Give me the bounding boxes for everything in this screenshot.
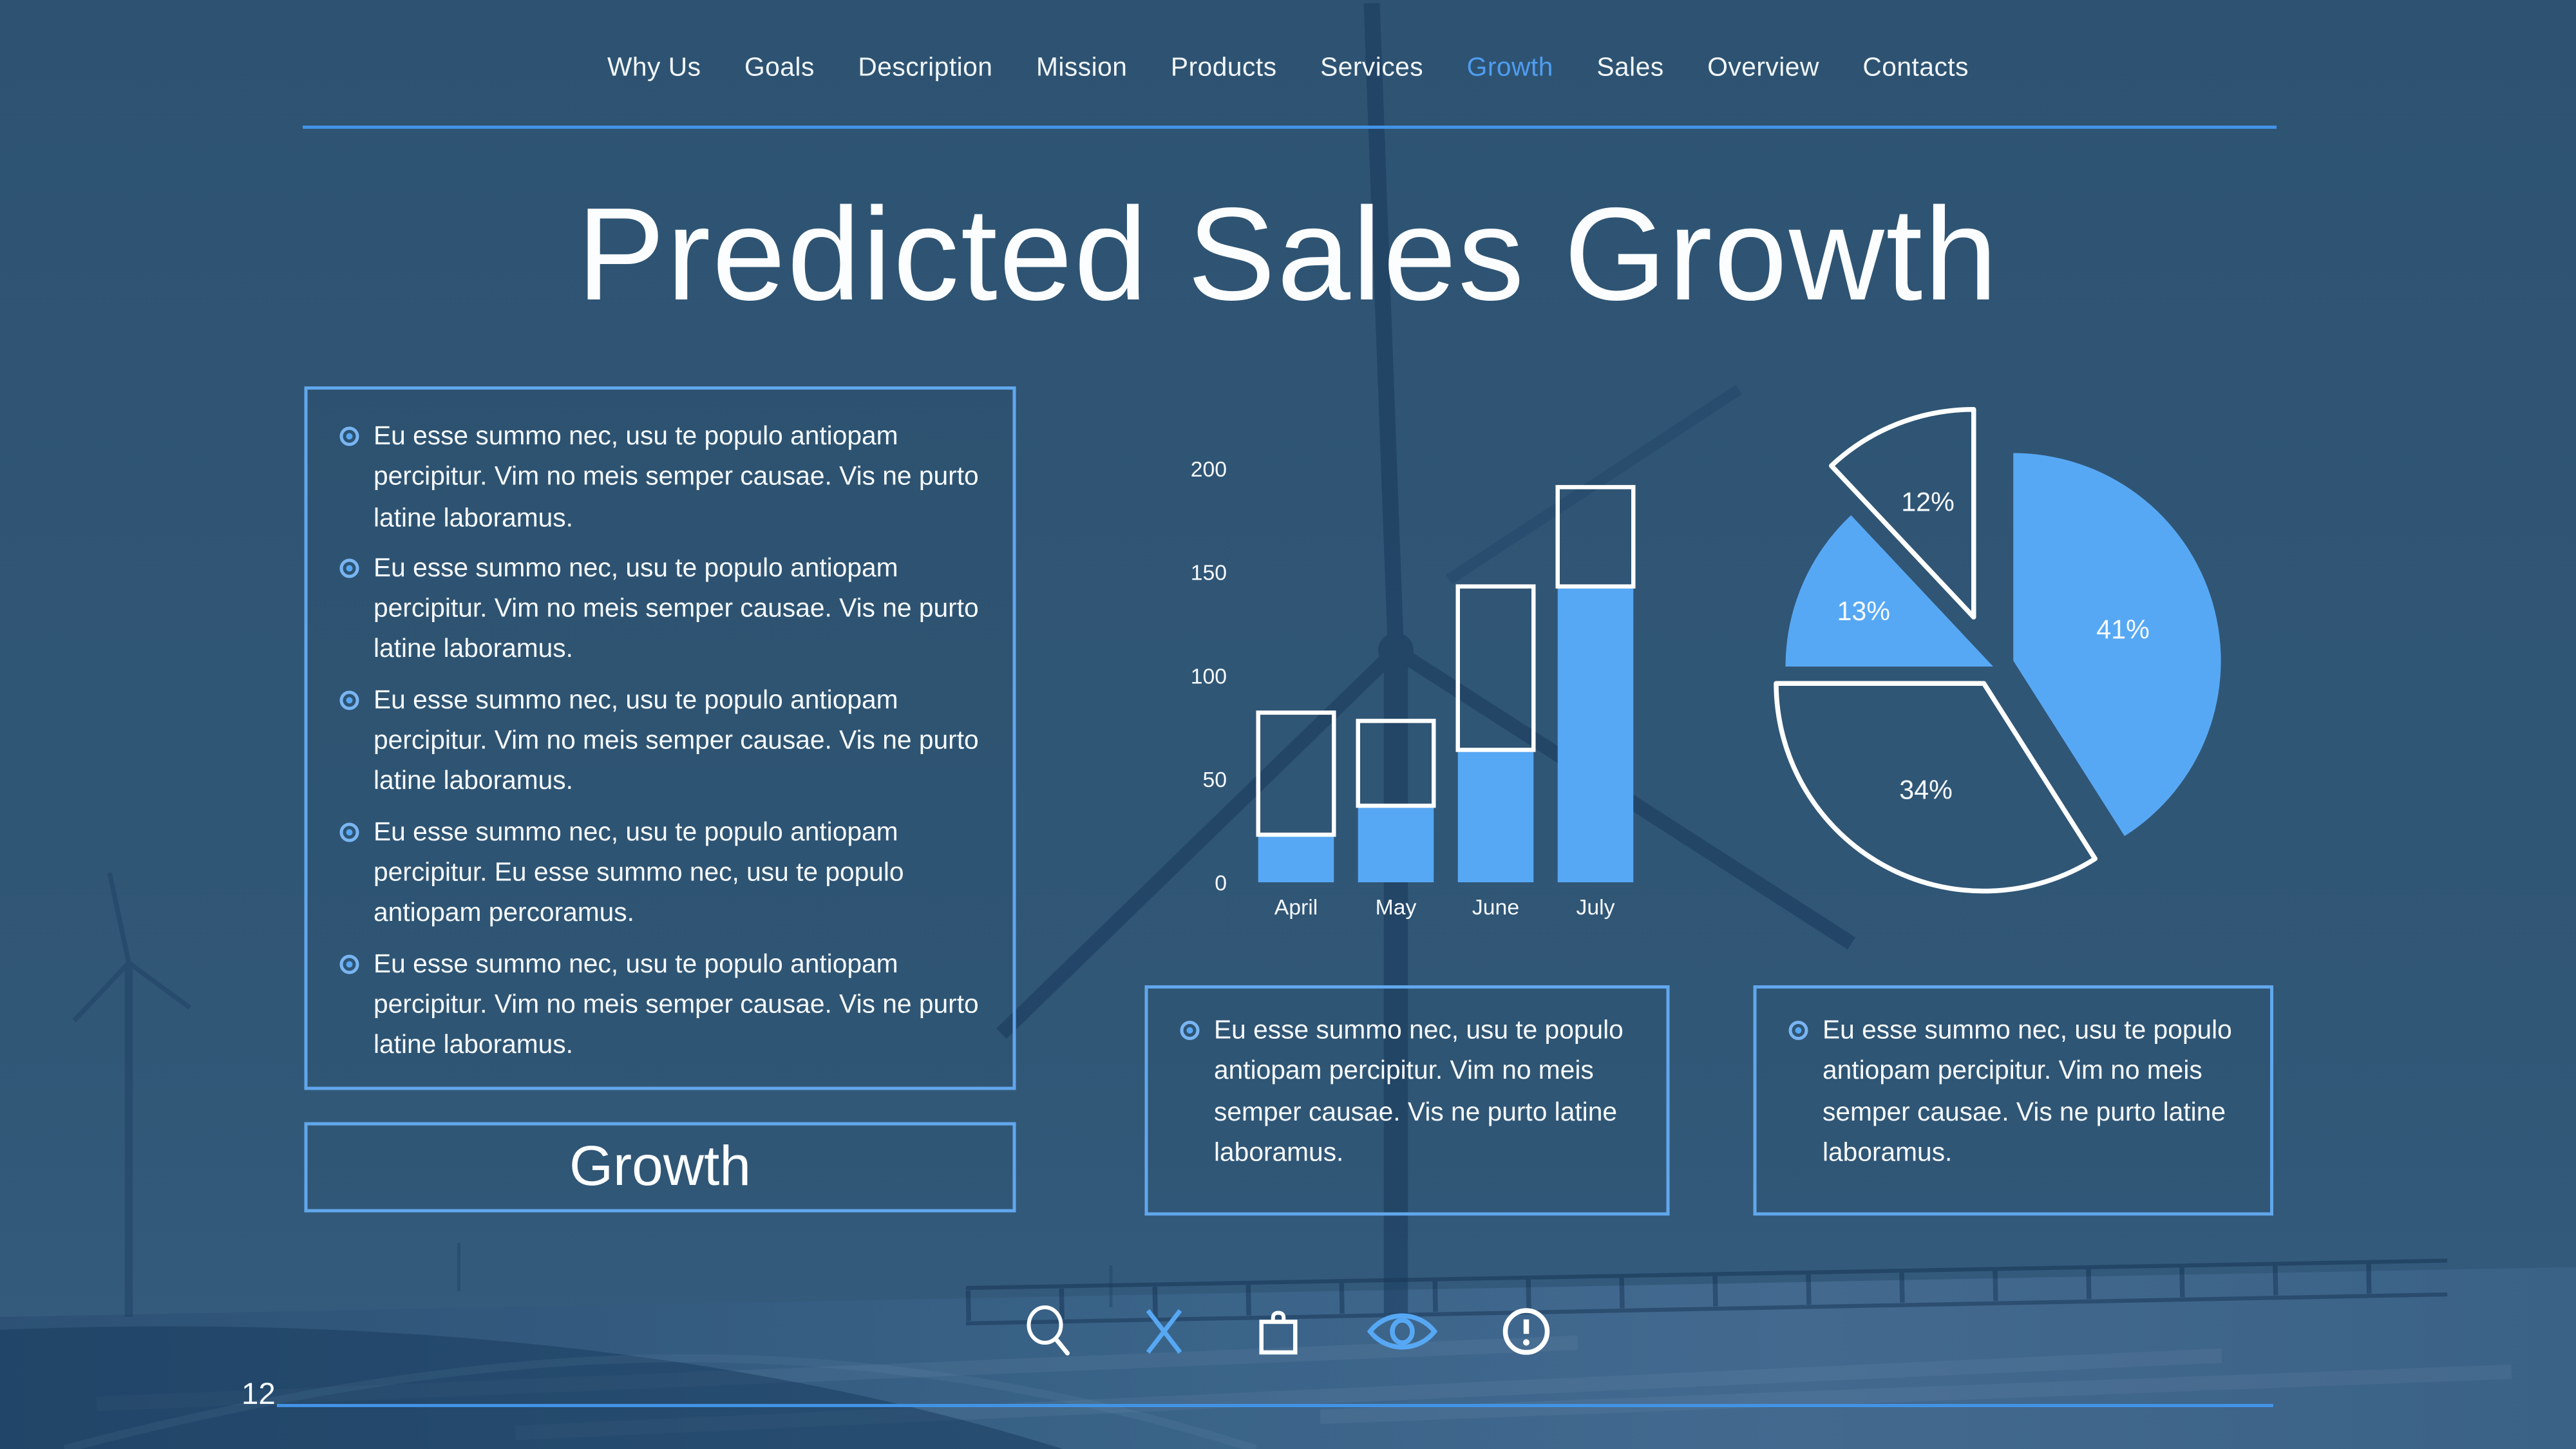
nav-item-mission[interactable]: Mission [1036, 53, 1128, 82]
alert-icon[interactable] [1499, 1304, 1554, 1359]
bullet-text: Eu esse summo nec, usu te populo antiopa… [374, 553, 979, 665]
growth-box: Growth [304, 1122, 1016, 1213]
nav-item-why-us[interactable]: Why Us [607, 53, 701, 82]
nav-item-contacts[interactable]: Contacts [1862, 53, 1969, 82]
bullet-text: Eu esse summo nec, usu te populo antiopa… [374, 422, 979, 533]
nav-item-products[interactable]: Products [1170, 53, 1277, 82]
bullet-icon-core [346, 565, 353, 572]
bullet-text: Eu esse summo nec, usu te populo antiopa… [374, 949, 979, 1060]
pie-chart: 41% 34% 13% 12% [1774, 406, 2221, 894]
close-icon[interactable] [1137, 1304, 1191, 1359]
list-item: Eu esse summo nec, usu te populo antiopa… [339, 681, 984, 803]
list-item: Eu esse summo nec, usu te populo antiopa… [339, 944, 984, 1066]
y-tick-label: 150 [1191, 561, 1227, 585]
turbine-hub [1378, 632, 1414, 668]
y-tick-label: 200 [1191, 457, 1227, 482]
nav-item-growth[interactable]: Growth [1466, 53, 1553, 82]
pie-slice-label: 41% [2096, 615, 2150, 645]
page-number: 12 [242, 1378, 276, 1412]
turbine-blade-up [1363, 3, 1404, 651]
nav-item-sales[interactable]: Sales [1596, 53, 1664, 82]
pie-slice-label: 13% [1837, 596, 1890, 626]
bar-july-predicted [1555, 485, 1636, 589]
summary-box-2: Eu esse summo nec, usu te populo antiopa… [1753, 985, 2273, 1216]
bullet-icon-core [346, 828, 353, 835]
bar-july-actual [1557, 586, 1634, 882]
nav-item-description[interactable]: Description [858, 53, 993, 82]
pie-slice-41% [2013, 453, 2221, 837]
list-item: Eu esse summo nec, usu te populo antiopa… [339, 417, 984, 540]
left-bullet-list: Eu esse summo nec, usu te populo antiopa… [339, 417, 984, 1067]
y-tick-label: 50 [1202, 768, 1227, 792]
dyke-road-edge [63, 1354, 1257, 1449]
bar-april-actual [1258, 835, 1334, 882]
bar-june-actual [1457, 750, 1534, 882]
main-nav: Why Us Goals Description Mission Products Ser… [0, 53, 2576, 84]
bullet-text: Eu esse summo nec, usu te populo antiopa… [1823, 1016, 2232, 1168]
footer-line [277, 1404, 2273, 1407]
summary-box-1: Eu esse summo nec, usu te populo antiopa… [1144, 985, 1670, 1216]
bullet-icon [339, 558, 359, 578]
bullet-icon-core [346, 696, 353, 703]
x-tick-label: April [1274, 895, 1318, 920]
bar-may-actual [1358, 806, 1434, 882]
nav-underline [303, 126, 2277, 129]
bullet-text: Eu esse summo nec, usu te populo antiopa… [1214, 1016, 1624, 1168]
bullet-icon [339, 690, 359, 710]
bag-icon[interactable] [1251, 1304, 1306, 1359]
bullet-icon-core [346, 960, 353, 967]
bar-may-predicted [1356, 719, 1436, 808]
list-item: Eu esse summo nec, usu te populo antiopa… [339, 813, 984, 935]
bullet-icon [1180, 1021, 1200, 1040]
bullet-icon-core [1795, 1027, 1802, 1034]
bullet-icon-core [1186, 1027, 1193, 1034]
x-tick-label: May [1376, 895, 1417, 920]
left-text-panel: Eu esse summo nec, usu te populo antiopa… [304, 386, 1016, 1090]
bullet-icon-core [346, 433, 353, 440]
bullet-icon [339, 822, 359, 842]
background-dyke [0, 1326, 1063, 1449]
nav-item-services[interactable]: Services [1320, 53, 1424, 82]
bar-chart: 0 50 100 150 200 April May June July [1191, 457, 1636, 920]
list-item: Eu esse summo nec, usu te populo antiopa… [1180, 1011, 1641, 1174]
pie-slice-label: 12% [1901, 488, 1955, 517]
background-turbine-small [72, 872, 192, 1317]
list-item: Eu esse summo nec, usu te populo antiopa… [339, 549, 984, 671]
bullet-text: Eu esse summo nec, usu te populo antiopa… [374, 685, 979, 796]
y-tick-label: 100 [1191, 664, 1227, 688]
pie-slice-label: 34% [1899, 775, 1953, 804]
bar-april-predicted [1256, 710, 1336, 837]
bar-june-predicted [1455, 584, 1536, 752]
background-blade-glimpse [1446, 384, 1742, 585]
eye-icon[interactable] [1365, 1304, 1439, 1359]
nav-item-overview[interactable]: Overview [1707, 53, 1819, 82]
search-icon[interactable] [1023, 1304, 1077, 1359]
pie-slice-12% [1829, 406, 1976, 620]
nav-item-goals[interactable]: Goals [744, 53, 815, 82]
bullet-icon [339, 954, 359, 974]
list-item: Eu esse summo nec, usu te populo antiopa… [1788, 1011, 2245, 1174]
y-tick-label: 0 [1215, 871, 1227, 896]
growth-box-label: Growth [569, 1135, 752, 1198]
summary-box-2-list: Eu esse summo nec, usu te populo antiopa… [1788, 1011, 2245, 1174]
background-truss-bridge [965, 1258, 2448, 1326]
footer-icon-row [0, 1304, 2576, 1359]
bullet-icon [339, 426, 359, 446]
page-title: Predicted Sales Growth [576, 182, 2000, 329]
x-tick-label: July [1576, 895, 1615, 920]
summary-box-1-list: Eu esse summo nec, usu te populo antiopa… [1180, 1011, 1641, 1174]
x-tick-label: June [1472, 895, 1519, 920]
pie-slice-13% [1785, 515, 1993, 667]
bullet-icon [1788, 1021, 1808, 1040]
pie-slice-34% [1774, 681, 2098, 894]
bullet-text: Eu esse summo nec, usu te populo antiopa… [374, 817, 904, 928]
